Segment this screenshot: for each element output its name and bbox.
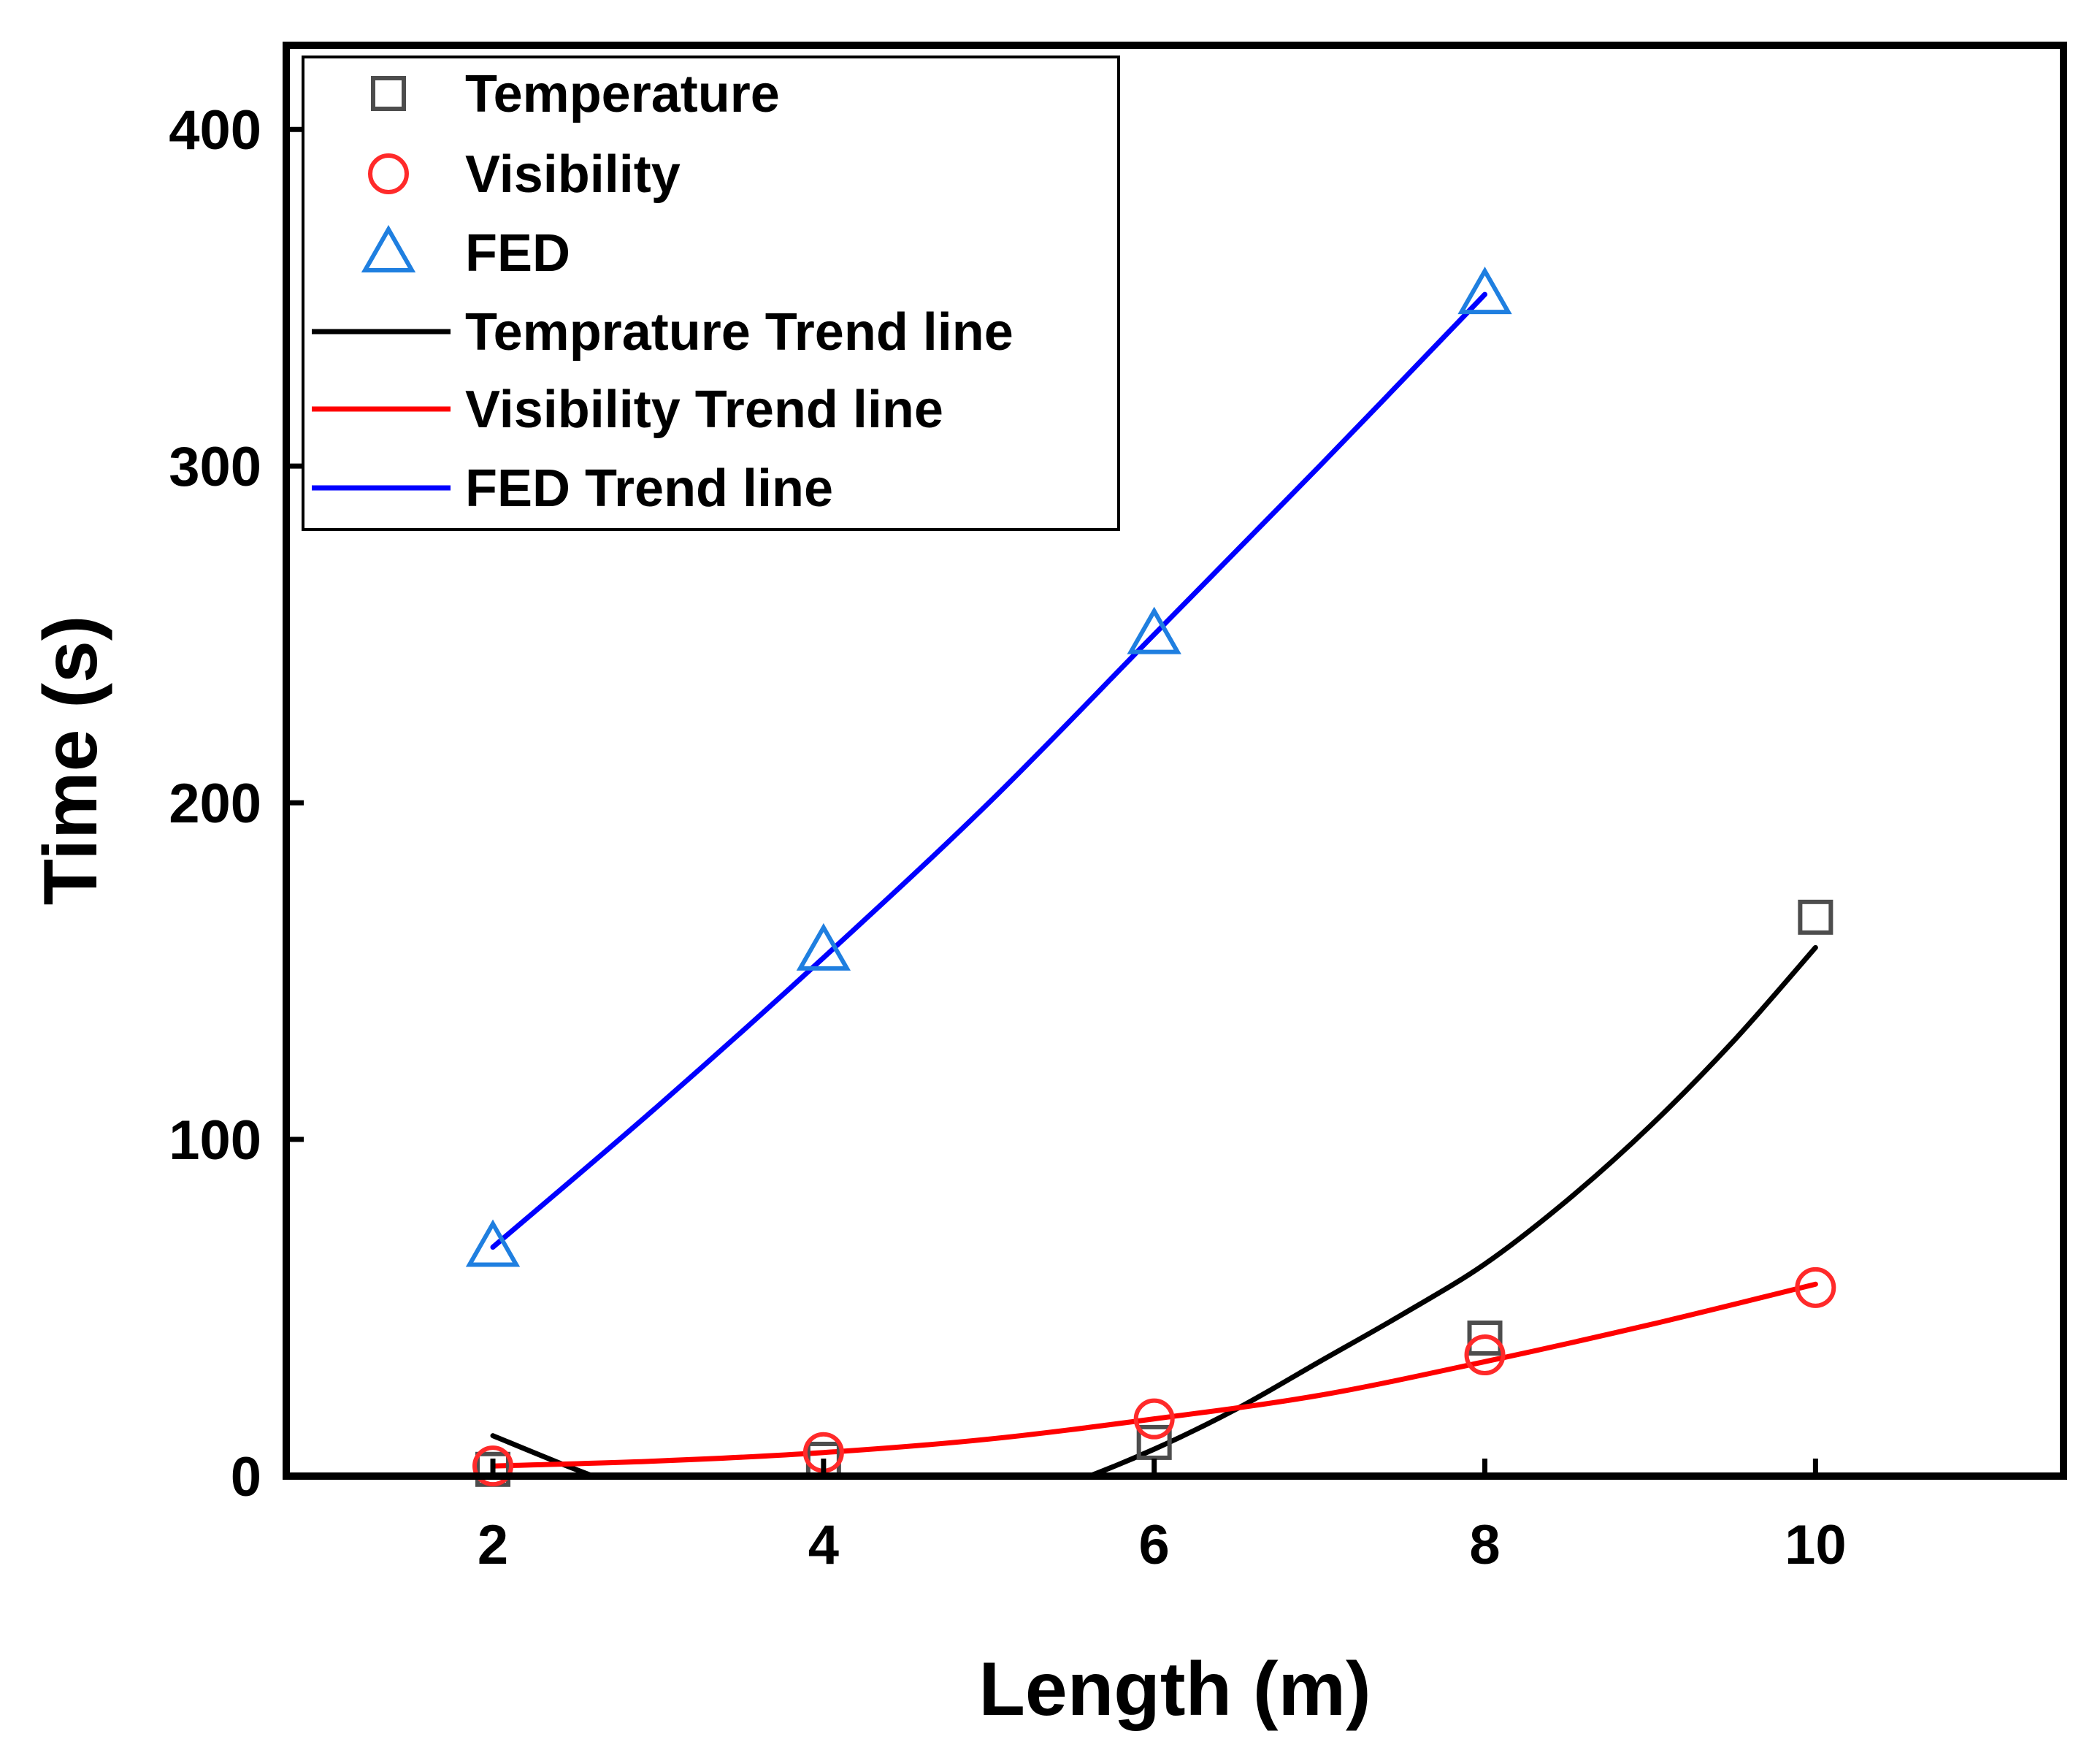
- data-point-visibility: [1133, 1398, 1175, 1440]
- x-tick-label: 8: [1469, 1514, 1500, 1576]
- legend-label: Visibility Trend line: [465, 381, 943, 439]
- y-tick-label: 400: [169, 99, 261, 161]
- data-point-visibility: [1464, 1334, 1506, 1376]
- trend-line-temprature-trend-line: [490, 944, 1818, 1476]
- trend-lines-layer: [490, 291, 1818, 1476]
- y-tick-label: 200: [169, 773, 261, 835]
- x-tick-label: 2: [478, 1514, 508, 1576]
- data-point-visibility: [472, 1445, 514, 1487]
- trend-line-fed-trend-line: [490, 291, 1488, 1250]
- data-point-fed: [1127, 606, 1181, 654]
- data-point-temperature: [1136, 1424, 1172, 1460]
- legend-label: FED Trend line: [465, 459, 833, 518]
- x-axis-title: Length (m): [978, 1647, 1371, 1732]
- data-point-temperature: [1467, 1321, 1503, 1356]
- y-tick-label: 300: [169, 436, 261, 498]
- y-tick-label: 100: [169, 1109, 261, 1172]
- legend-symbol-fed: [361, 224, 416, 272]
- x-tick-label: 4: [808, 1514, 839, 1576]
- legend-label: Temperature: [465, 65, 780, 123]
- markers-layer: [465, 267, 1836, 1487]
- data-point-fed: [796, 922, 851, 971]
- legend-label: Visibility: [465, 145, 681, 204]
- legend-symbol-visibility: [368, 153, 409, 194]
- legend-symbol-temperature: [371, 76, 406, 111]
- y-tick-label: 0: [231, 1446, 261, 1508]
- trend-line-visibility-trend-line: [490, 1281, 1818, 1469]
- legend-label: FED: [465, 224, 570, 283]
- legend-box: [302, 56, 1120, 531]
- data-point-fed: [1457, 267, 1512, 315]
- x-axis: 2 4 6 8 10: [478, 1459, 1847, 1576]
- data-point-visibility: [1795, 1266, 1836, 1308]
- data-point-temperature: [1798, 899, 1833, 935]
- y-axis: 0 100 200 300 400: [169, 99, 304, 1508]
- x-tick-label: 6: [1139, 1514, 1170, 1576]
- plot-frame: [283, 42, 2067, 1480]
- x-tick-label: 10: [1785, 1514, 1847, 1576]
- y-axis-title: Time (s): [28, 616, 113, 906]
- data-point-fed: [465, 1219, 521, 1267]
- legend-label: Temprature Trend line: [465, 303, 1013, 362]
- legend: Temperature Visibility FED Temprature Trend…: [302, 56, 1120, 531]
